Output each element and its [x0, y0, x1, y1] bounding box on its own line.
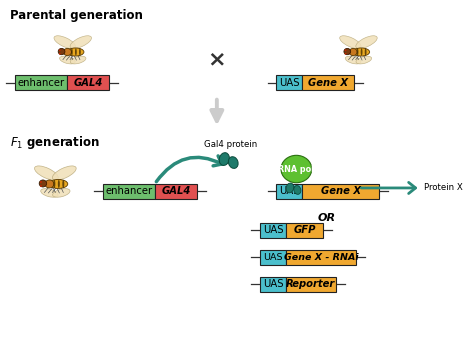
Ellipse shape: [356, 56, 372, 64]
FancyBboxPatch shape: [15, 75, 67, 90]
Ellipse shape: [58, 180, 60, 188]
FancyBboxPatch shape: [260, 250, 286, 265]
Ellipse shape: [67, 48, 84, 56]
FancyBboxPatch shape: [302, 75, 355, 90]
Text: ×: ×: [208, 50, 226, 69]
Ellipse shape: [344, 49, 351, 55]
Ellipse shape: [60, 56, 75, 64]
Text: OR: OR: [317, 213, 335, 223]
Text: Parental generation: Parental generation: [9, 9, 143, 22]
Ellipse shape: [49, 179, 68, 188]
Ellipse shape: [64, 49, 72, 55]
FancyArrowPatch shape: [361, 183, 416, 193]
Ellipse shape: [54, 180, 55, 188]
Ellipse shape: [75, 48, 77, 56]
Text: UAS: UAS: [263, 279, 283, 289]
Ellipse shape: [365, 48, 366, 56]
Text: UAS: UAS: [279, 78, 300, 88]
Ellipse shape: [71, 48, 73, 56]
Ellipse shape: [356, 48, 358, 56]
Text: UAS: UAS: [279, 186, 300, 196]
FancyBboxPatch shape: [276, 184, 302, 199]
Ellipse shape: [59, 50, 61, 51]
Ellipse shape: [45, 180, 54, 188]
Ellipse shape: [294, 186, 301, 194]
Ellipse shape: [219, 153, 229, 165]
Ellipse shape: [345, 56, 361, 64]
Text: Gene X: Gene X: [309, 78, 348, 88]
FancyBboxPatch shape: [67, 75, 109, 90]
Text: enhancer: enhancer: [17, 78, 64, 88]
FancyBboxPatch shape: [286, 223, 323, 238]
FancyBboxPatch shape: [102, 184, 155, 199]
FancyBboxPatch shape: [286, 250, 356, 265]
Ellipse shape: [53, 166, 76, 180]
Ellipse shape: [356, 36, 377, 49]
Ellipse shape: [79, 48, 81, 56]
Text: GAL4: GAL4: [73, 78, 102, 88]
Ellipse shape: [361, 48, 363, 56]
Ellipse shape: [340, 36, 361, 49]
Text: GAL4: GAL4: [161, 186, 191, 196]
Ellipse shape: [70, 36, 91, 49]
Ellipse shape: [353, 48, 370, 56]
Ellipse shape: [62, 180, 64, 188]
Ellipse shape: [40, 181, 42, 183]
Ellipse shape: [35, 166, 58, 180]
Text: GFP: GFP: [293, 225, 316, 235]
Ellipse shape: [345, 53, 346, 54]
Text: Gene X: Gene X: [321, 186, 361, 196]
Text: Reporter: Reporter: [286, 279, 336, 289]
Text: $F_1$ generation: $F_1$ generation: [9, 134, 100, 151]
Text: UAS: UAS: [263, 225, 283, 235]
FancyBboxPatch shape: [260, 223, 286, 238]
FancyBboxPatch shape: [302, 184, 379, 199]
Ellipse shape: [39, 180, 46, 187]
FancyBboxPatch shape: [155, 184, 197, 199]
Text: Gene X - RNAi: Gene X - RNAi: [284, 253, 358, 262]
Ellipse shape: [70, 56, 86, 64]
Ellipse shape: [281, 155, 312, 183]
Ellipse shape: [40, 185, 42, 187]
FancyBboxPatch shape: [286, 277, 336, 291]
Ellipse shape: [286, 183, 294, 193]
Ellipse shape: [58, 49, 65, 55]
FancyArrowPatch shape: [156, 156, 222, 182]
Text: Protein X: Protein X: [424, 184, 463, 192]
Ellipse shape: [228, 157, 238, 168]
Text: RNA pol: RNA pol: [278, 164, 314, 173]
FancyBboxPatch shape: [276, 75, 302, 90]
Text: Gal4 protein: Gal4 protein: [204, 140, 257, 149]
Ellipse shape: [59, 53, 61, 54]
Text: enhancer: enhancer: [105, 186, 152, 196]
Ellipse shape: [345, 50, 346, 51]
Ellipse shape: [53, 189, 70, 197]
Ellipse shape: [349, 49, 357, 55]
Ellipse shape: [41, 189, 58, 197]
Text: UAS: UAS: [263, 253, 283, 262]
Ellipse shape: [54, 36, 75, 49]
FancyBboxPatch shape: [260, 277, 286, 291]
